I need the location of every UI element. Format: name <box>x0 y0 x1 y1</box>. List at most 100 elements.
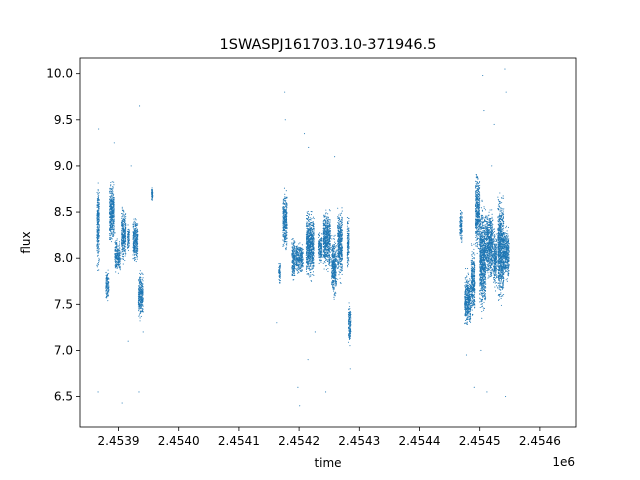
data-point <box>324 247 326 249</box>
data-point <box>115 246 117 248</box>
data-point <box>133 257 135 259</box>
data-point <box>134 222 136 224</box>
data-point <box>113 219 115 222</box>
data-point <box>307 218 309 220</box>
data-point <box>298 256 300 258</box>
data-point <box>115 250 117 252</box>
data-point <box>329 257 331 259</box>
data-point <box>113 201 115 203</box>
data-point <box>142 280 144 282</box>
data-point <box>116 250 118 252</box>
data-point <box>326 255 328 257</box>
data-point <box>109 216 112 218</box>
data-point <box>299 267 301 269</box>
data-point <box>312 253 315 255</box>
data-point <box>328 232 330 234</box>
data-point <box>331 268 333 270</box>
data-point <box>96 223 99 225</box>
data-point <box>282 209 284 211</box>
data-point <box>136 249 138 251</box>
data-point <box>322 221 324 223</box>
data-point <box>310 258 312 261</box>
data-point <box>137 223 139 225</box>
data-point <box>311 252 313 254</box>
data-point <box>311 222 313 224</box>
data-point <box>319 243 321 245</box>
data-point <box>110 237 112 239</box>
data-point <box>306 249 308 251</box>
data-point <box>135 226 137 228</box>
data-point <box>111 218 113 220</box>
data-point <box>321 233 323 235</box>
data-point <box>125 216 127 218</box>
data-point <box>110 197 112 199</box>
data-point <box>299 242 301 244</box>
data-point <box>96 247 98 249</box>
data-point <box>331 274 333 276</box>
data-point <box>105 271 107 273</box>
data-point <box>109 219 111 221</box>
data-point <box>121 217 123 219</box>
data-point <box>283 217 285 219</box>
data-point <box>286 203 288 205</box>
data-point <box>141 281 143 283</box>
data-point <box>284 205 286 207</box>
data-point <box>133 241 135 243</box>
data-point <box>337 278 339 280</box>
data-point <box>293 243 295 245</box>
data-point <box>111 233 113 235</box>
data-point <box>311 246 313 248</box>
data-point <box>322 233 324 235</box>
data-point <box>121 252 123 254</box>
data-point <box>296 262 298 264</box>
data-point <box>110 185 112 187</box>
data-point <box>329 232 331 234</box>
data-point <box>307 239 309 242</box>
data-point <box>98 230 100 232</box>
data-point <box>284 223 286 225</box>
data-point <box>96 235 98 237</box>
data-point <box>124 241 126 243</box>
data-point <box>112 188 114 190</box>
data-point <box>331 262 333 265</box>
data-point <box>313 241 315 243</box>
data-point <box>331 250 333 252</box>
data-point <box>134 258 136 260</box>
data-point <box>133 251 135 253</box>
data-point <box>307 254 309 256</box>
data-point <box>135 238 137 240</box>
data-point <box>284 208 286 211</box>
data-point <box>285 225 287 227</box>
data-point <box>151 199 153 201</box>
data-point <box>109 221 111 223</box>
data-point <box>335 255 337 257</box>
data-point <box>285 230 287 232</box>
data-point <box>293 263 295 265</box>
data-point <box>306 230 308 232</box>
data-point <box>318 253 320 255</box>
data-point <box>105 285 107 287</box>
data-point <box>327 224 329 227</box>
data-point <box>311 261 314 263</box>
data-point <box>122 214 124 217</box>
data-point <box>334 269 336 271</box>
data-point <box>110 216 113 219</box>
data-point <box>305 253 308 255</box>
data-point <box>324 246 326 248</box>
data-point <box>326 226 328 228</box>
data-point <box>133 229 135 231</box>
data-point <box>96 210 98 212</box>
data-point <box>118 251 120 254</box>
data-point <box>307 224 309 226</box>
data-point <box>106 274 109 276</box>
data-point <box>308 219 310 221</box>
data-point <box>97 235 100 237</box>
data-point <box>122 237 124 239</box>
data-point <box>98 260 100 262</box>
data-point <box>124 255 126 257</box>
data-point <box>339 223 341 225</box>
data-point <box>285 228 287 230</box>
data-point <box>121 225 123 227</box>
data-point <box>109 190 111 192</box>
data-point <box>310 222 312 224</box>
